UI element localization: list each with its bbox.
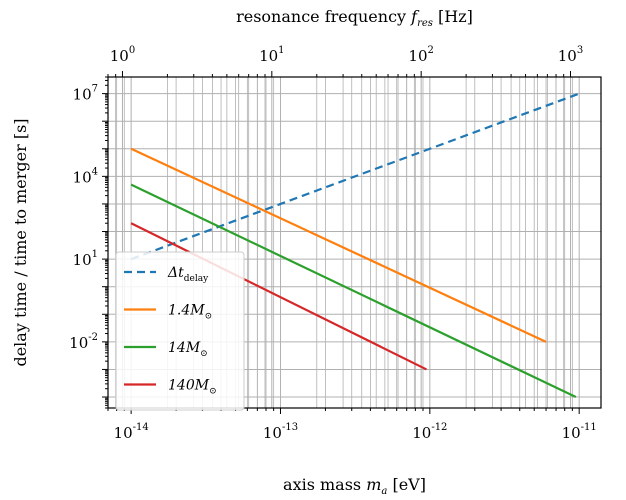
x-tick-label: 10-13 (263, 422, 298, 442)
legend-label-2: 14M⊙ (168, 340, 208, 359)
top-axis-title: resonance frequency fres [Hz] (236, 7, 473, 29)
series-line-1 (130, 147, 547, 343)
y-tick-label: 104 (73, 166, 98, 186)
legend-label-1: 1.4M⊙ (168, 303, 212, 322)
x-tick-label: 10-12 (412, 422, 447, 442)
y-tick-label: 101 (73, 249, 98, 269)
top-tick-label: 101 (259, 45, 284, 65)
legend-label-3: 140M⊙ (168, 378, 217, 397)
legend-box (115, 251, 245, 411)
x-axis-title: axis mass ma [eV] (283, 475, 426, 497)
x-tick-label: 10-11 (562, 422, 597, 442)
y-axis-title: delay time / time to merger [s] (11, 118, 30, 366)
legend: Δtdelay 1.4M⊙ 14M⊙ 140M⊙ (115, 251, 245, 411)
series-line-0 (130, 92, 580, 261)
tick-labels: 10-14 10-13 10-12 10-11 100 101 102 103 10-2 101 1… (69, 45, 597, 442)
legend-label-0: Δtdelay (167, 265, 209, 284)
series-line-2 (130, 183, 577, 399)
top-tick-label: 103 (558, 45, 583, 65)
y-tick-label: 10-2 (69, 332, 98, 352)
series-line-3 (130, 222, 427, 371)
top-tick-label: 102 (408, 45, 433, 65)
series-layer (130, 92, 580, 399)
x-tick-label: 10-14 (114, 422, 149, 442)
ticks (102, 71, 580, 414)
y-tick-label: 107 (73, 84, 98, 104)
top-tick-label: 100 (110, 45, 135, 65)
